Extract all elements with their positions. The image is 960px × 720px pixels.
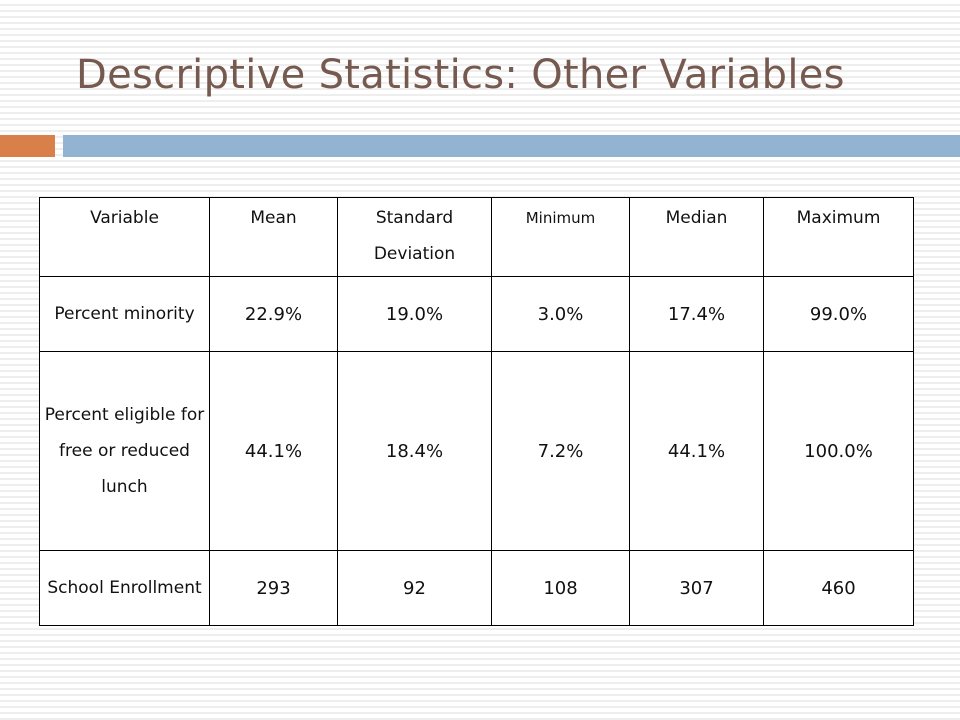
slide-title: Descriptive Statistics: Other Variables <box>76 52 845 98</box>
cell-variable: Percent minority <box>39 276 210 352</box>
accent-bar-blue <box>63 135 960 157</box>
table-row: Percent minority 22.9% 19.0% 3.0% 17.4% … <box>39 276 914 352</box>
cell-mean: 293 <box>209 550 338 626</box>
cell-standard-deviation: 19.0% <box>337 276 492 352</box>
cell-minimum: 3.0% <box>491 276 630 352</box>
header-median: Median <box>629 197 764 277</box>
header-minimum: Minimum <box>491 197 630 277</box>
table-row: Percent eligible for free or reduced lun… <box>39 351 914 551</box>
header-maximum: Maximum <box>763 197 914 277</box>
cell-standard-deviation: 18.4% <box>337 351 492 551</box>
cell-maximum: 100.0% <box>763 351 914 551</box>
cell-median: 307 <box>629 550 764 626</box>
header-mean: Mean <box>209 197 338 277</box>
cell-mean: 22.9% <box>209 276 338 352</box>
cell-standard-deviation: 92 <box>337 550 492 626</box>
table-row: School Enrollment 293 92 108 307 460 <box>39 550 914 626</box>
cell-minimum: 7.2% <box>491 351 630 551</box>
header-standard-deviation: Standard Deviation <box>337 197 492 277</box>
cell-mean: 44.1% <box>209 351 338 551</box>
cell-maximum: 99.0% <box>763 276 914 352</box>
cell-maximum: 460 <box>763 550 914 626</box>
accent-bar-orange <box>0 135 55 157</box>
header-variable: Variable <box>39 197 210 277</box>
cell-variable: School Enrollment <box>39 550 210 626</box>
descriptive-statistics-table: Variable Mean Standard Deviation Minimum… <box>39 197 914 626</box>
cell-minimum: 108 <box>491 550 630 626</box>
table-header-row: Variable Mean Standard Deviation Minimum… <box>39 197 914 277</box>
cell-median: 17.4% <box>629 276 764 352</box>
cell-median: 44.1% <box>629 351 764 551</box>
cell-variable: Percent eligible for free or reduced lun… <box>39 351 210 551</box>
